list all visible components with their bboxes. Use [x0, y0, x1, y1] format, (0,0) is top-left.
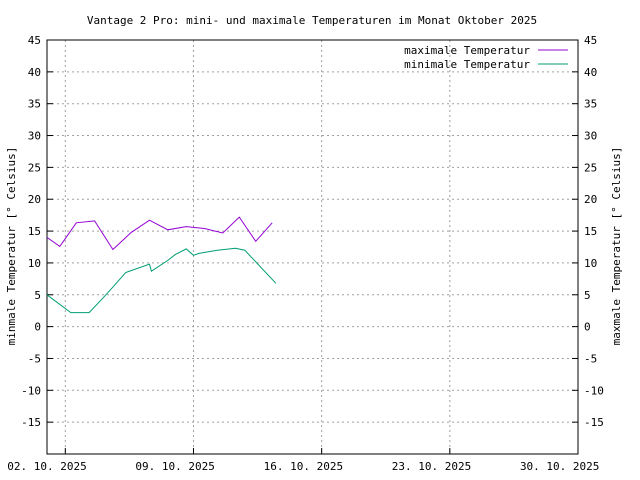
x-tick-label: 30. 10. 2025	[520, 460, 599, 473]
y-tick-label-left: 45	[28, 34, 41, 47]
y-tick-label-right: 0	[584, 321, 591, 334]
x-tick-label: 16. 10. 2025	[264, 460, 343, 473]
series-line	[46, 216, 273, 251]
y-tick-label-right: -15	[584, 416, 604, 429]
y-tick-label-left: 20	[28, 193, 41, 206]
plot-frame	[46, 39, 579, 455]
y-axis-label-right: maxmale Temperatur [° Celsius]	[610, 147, 623, 346]
y-tick-label-left: 40	[28, 66, 41, 79]
y-axis-label-left: minmale Temperatur [° Celsius]	[5, 147, 18, 346]
grid	[47, 40, 578, 454]
y-tick-label-right: 30	[584, 130, 597, 143]
y-tick-label-left: 30	[28, 130, 41, 143]
y-tick-label-left: 25	[28, 161, 41, 174]
chart-title: Vantage 2 Pro: mini- und maximale Temper…	[87, 14, 537, 27]
x-tick-label: 09. 10. 2025	[135, 460, 214, 473]
x-tick-label: 02. 10. 2025	[7, 460, 86, 473]
y-tick-label-left: 0	[34, 321, 41, 334]
y-tick-label-right: 40	[584, 66, 597, 79]
y-tick-label-right: 45	[584, 34, 597, 47]
y-tick-label-right: 5	[584, 289, 591, 302]
y-tick-label-right: 35	[584, 98, 597, 111]
y-tick-label-left: 35	[28, 98, 41, 111]
y-tick-label-right: 15	[584, 225, 597, 238]
y-tick-label-left: 10	[28, 257, 41, 270]
legend-label: minimale Temperatur	[404, 58, 530, 71]
legend-label: maximale Temperatur	[404, 44, 530, 57]
y-tick-label-left: -5	[28, 352, 41, 365]
data-series	[46, 216, 277, 314]
y-tick-label-right: 20	[584, 193, 597, 206]
y-tick-label-left: -15	[21, 416, 41, 429]
y-tick-label-right: 10	[584, 257, 597, 270]
y-tick-label-right: 25	[584, 161, 597, 174]
series-line	[46, 247, 277, 314]
x-tick-label: 23. 10. 2025	[392, 460, 471, 473]
y-tick-label-right: -10	[584, 384, 604, 397]
y-tick-label-left: -10	[21, 384, 41, 397]
y-tick-label-left: 5	[34, 289, 41, 302]
axes: -15 -15 -10 -10 -5 -5 0 0 5 5 10 10 15 15 20 20 25 25 30 30…	[7, 34, 604, 473]
y-tick-label-right: -5	[584, 352, 597, 365]
y-tick-label-left: 15	[28, 225, 41, 238]
